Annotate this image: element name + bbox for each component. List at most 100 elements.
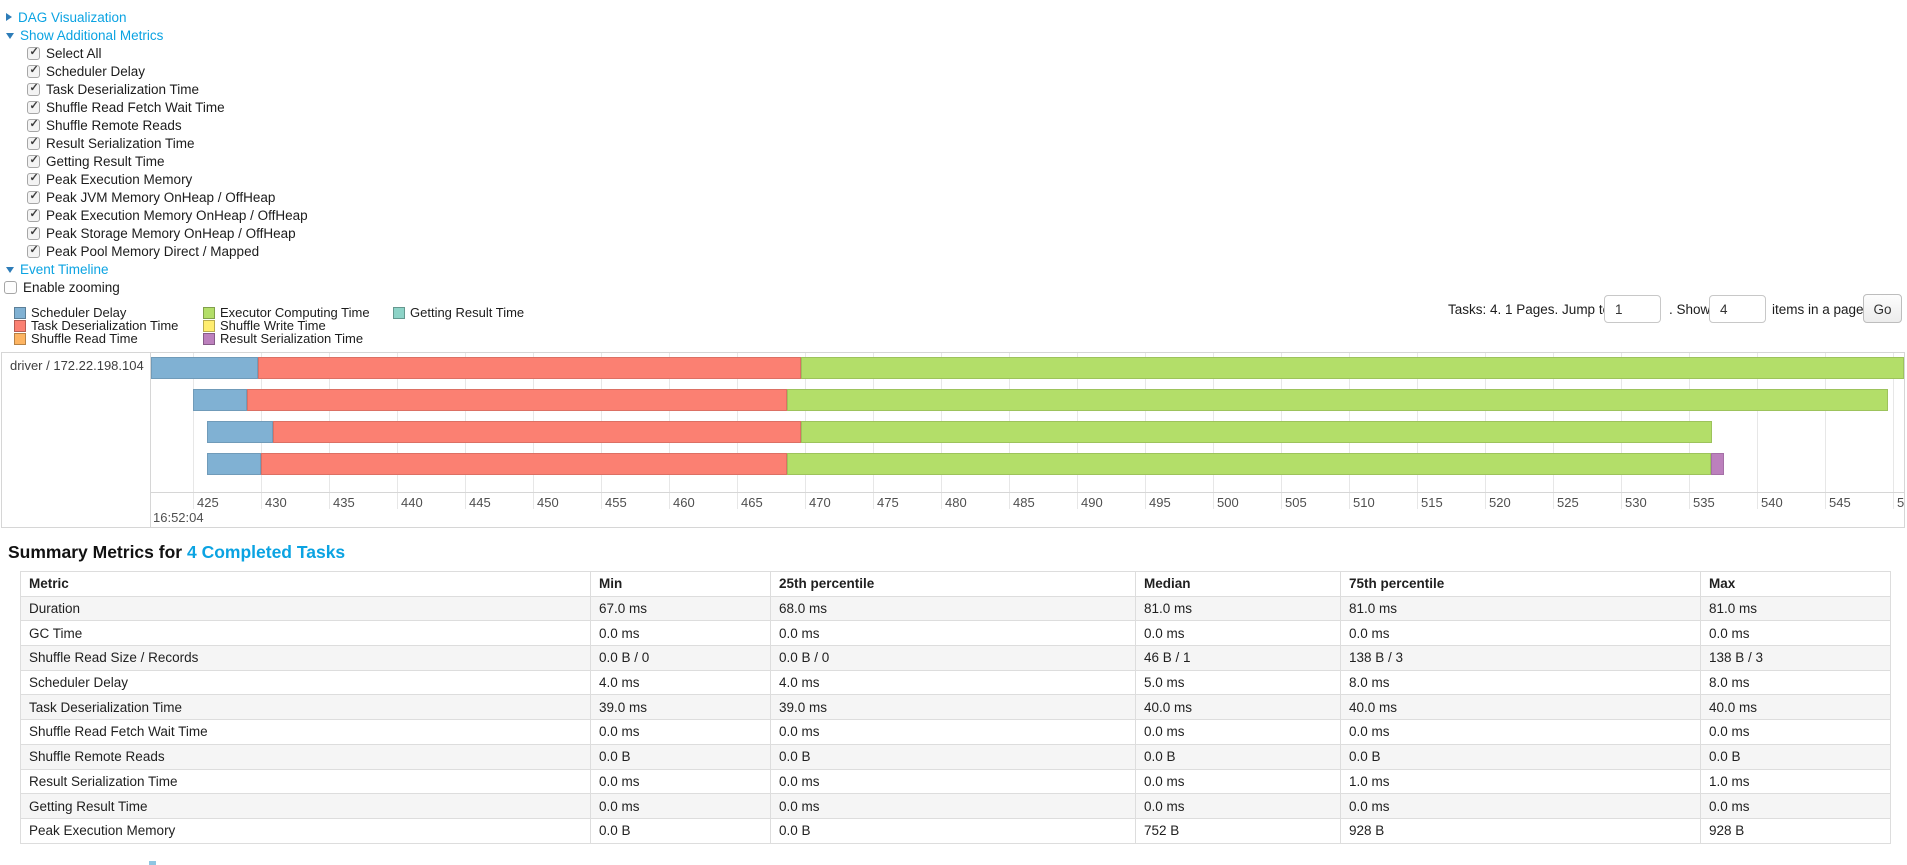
show-additional-metrics-link[interactable]: Show Additional Metrics bbox=[20, 27, 164, 43]
table-cell: Duration bbox=[20, 595, 591, 622]
go-button[interactable]: Go bbox=[1863, 294, 1902, 323]
caret-right-icon bbox=[6, 13, 12, 21]
gridline bbox=[1757, 353, 1758, 509]
legend-label: Getting Result Time bbox=[410, 305, 525, 320]
summary-metrics-table: Metric Min 25th percentile Median 75th perce… bbox=[20, 571, 1891, 844]
metric-checkbox[interactable] bbox=[27, 189, 40, 204]
table-row: Shuffle Read Fetch Wait Time 0.0 ms 0.0 ms… bbox=[20, 719, 1891, 745]
axis-tick-label: 440 bbox=[401, 495, 423, 510]
table-row: Task Deserialization Time 39.0 ms 39.0 ms 4… bbox=[20, 694, 1891, 721]
metric-checkbox[interactable] bbox=[27, 99, 40, 114]
axis-tick-label: 465 bbox=[741, 495, 763, 510]
table-cell: 0.0 ms bbox=[1340, 793, 1701, 819]
axis-tick-label: 485 bbox=[1013, 495, 1035, 510]
metric-checkbox[interactable] bbox=[27, 153, 40, 168]
task-3-scheduler-delay-segment[interactable] bbox=[206, 421, 274, 443]
task-1-scheduler-delay-segment[interactable] bbox=[150, 357, 259, 379]
table-row: Shuffle Remote Reads 0.0 B 0.0 B 0.0 B 0.0 B… bbox=[20, 743, 1891, 770]
dag-visualization-toggle[interactable]: DAG Visualization bbox=[6, 8, 127, 26]
table-cell: 0.0 ms bbox=[1135, 793, 1341, 819]
metric-checkbox[interactable] bbox=[27, 171, 40, 186]
table-cell: 0.0 ms bbox=[770, 620, 1136, 647]
table-cell: 46 B / 1 bbox=[1135, 645, 1341, 671]
table-cell: 39.0 ms bbox=[590, 694, 771, 721]
task-4-executor-computing-segment[interactable] bbox=[787, 453, 1711, 475]
axis-tick-label: 445 bbox=[469, 495, 491, 510]
legend-item: Result Serialization Time bbox=[203, 331, 364, 346]
task-4-task-deserialization-segment[interactable] bbox=[261, 453, 788, 475]
table-cell: 0.0 ms bbox=[770, 768, 1136, 795]
shuffle-write-swatch-icon bbox=[203, 319, 215, 332]
legend-label: Result Serialization Time bbox=[220, 331, 364, 346]
axis-tick-label: 505 bbox=[1285, 495, 1307, 510]
table-cell: 0.0 ms bbox=[1340, 719, 1701, 745]
axis-tick-label: 500 bbox=[1217, 495, 1239, 510]
metric-checkbox-row: Getting Result Time bbox=[27, 152, 165, 170]
task-3-executor-computing-segment[interactable] bbox=[800, 421, 1713, 443]
metric-checkbox[interactable] bbox=[27, 63, 40, 78]
task-4-result-serialization-segment[interactable] bbox=[1710, 453, 1725, 475]
metric-checkbox-row: Task Deserialization Time bbox=[27, 80, 199, 98]
table-cell: Task Deserialization Time bbox=[20, 694, 591, 721]
metric-checkbox-label: Shuffle Remote Reads bbox=[46, 117, 182, 133]
completed-tasks-link[interactable]: 4 Completed Tasks bbox=[186, 542, 346, 562]
task-1-task-deserialization-segment[interactable] bbox=[258, 357, 801, 379]
legend-label: Task Deserialization Time bbox=[31, 318, 179, 333]
table-header-cell: Metric bbox=[20, 571, 591, 597]
table-cell: 0.0 ms bbox=[1700, 719, 1891, 745]
table-cell: 0.0 ms bbox=[1135, 768, 1341, 795]
table-cell: 0.0 B bbox=[770, 817, 1136, 844]
show-additional-metrics-toggle[interactable]: Show Additional Metrics bbox=[6, 26, 163, 44]
items-per-page-input[interactable] bbox=[1709, 295, 1766, 323]
metric-checkbox[interactable] bbox=[27, 207, 40, 222]
task-2-task-deserialization-segment[interactable] bbox=[247, 389, 788, 411]
legend-item: Shuffle Write Time bbox=[203, 318, 326, 333]
metric-checkbox-label: Task Deserialization Time bbox=[46, 81, 200, 97]
pager-items-text: items in a page. bbox=[1772, 302, 1868, 317]
metric-checkbox[interactable] bbox=[27, 243, 40, 258]
event-timeline-toggle[interactable]: Event Timeline bbox=[6, 260, 109, 278]
table-cell: Getting Result Time bbox=[20, 793, 591, 819]
axis-tick-label: 480 bbox=[945, 495, 967, 510]
axis-tick-label: 460 bbox=[673, 495, 695, 510]
table-body: Duration 67.0 ms 68.0 ms 81.0 ms 81.0 ms 81.0… bbox=[20, 595, 1891, 844]
metric-checkbox-row: Peak Execution Memory OnHeap / OffHeap bbox=[27, 206, 308, 224]
table-header-cell: 75th percentile bbox=[1340, 571, 1701, 597]
table-cell: 0.0 B bbox=[1135, 743, 1341, 770]
metric-checkbox-label: Getting Result Time bbox=[46, 153, 165, 169]
axis-tick-label: 475 bbox=[877, 495, 899, 510]
axis-tick-label: 425 bbox=[197, 495, 219, 510]
table-cell: 1.0 ms bbox=[1340, 768, 1701, 795]
metric-checkbox[interactable] bbox=[27, 45, 40, 60]
table-header-cell: Max bbox=[1700, 571, 1891, 597]
task-4-scheduler-delay-segment[interactable] bbox=[206, 453, 261, 475]
enable-zooming-checkbox[interactable] bbox=[4, 280, 17, 294]
dag-visualization-link[interactable]: DAG Visualization bbox=[18, 9, 127, 25]
task-2-executor-computing-segment[interactable] bbox=[787, 389, 1888, 411]
table-cell: 67.0 ms bbox=[590, 595, 771, 622]
task-1-executor-computing-segment[interactable] bbox=[800, 357, 1904, 379]
getting-result-swatch-icon bbox=[393, 306, 405, 319]
table-header-cell: Median bbox=[1135, 571, 1341, 597]
shuffle-read-swatch-icon bbox=[14, 332, 26, 345]
table-cell: 0.0 ms bbox=[590, 719, 771, 745]
event-timeline-link[interactable]: Event Timeline bbox=[20, 261, 109, 277]
gridline bbox=[1893, 353, 1894, 509]
task-2-scheduler-delay-segment[interactable] bbox=[193, 389, 248, 411]
axis-tick-label: 515 bbox=[1421, 495, 1443, 510]
legend-item: Scheduler Delay bbox=[14, 305, 126, 320]
table-row: Duration 67.0 ms 68.0 ms 81.0 ms 81.0 ms 81.0… bbox=[20, 595, 1891, 622]
metric-checkbox[interactable] bbox=[27, 135, 40, 150]
axis-tick-label: 495 bbox=[1149, 495, 1171, 510]
axis-tick-label: 540 bbox=[1761, 495, 1783, 510]
axis-tick-label: 490 bbox=[1081, 495, 1103, 510]
metric-checkbox[interactable] bbox=[27, 225, 40, 240]
enable-zooming-row: Enable zooming bbox=[4, 278, 120, 296]
metric-checkbox[interactable] bbox=[27, 81, 40, 96]
metric-checkbox[interactable] bbox=[27, 117, 40, 132]
axis-tick-label: 530 bbox=[1625, 495, 1647, 510]
table-cell: 0.0 B bbox=[590, 743, 771, 770]
task-3-task-deserialization-segment[interactable] bbox=[273, 421, 801, 443]
jump-to-page-input[interactable] bbox=[1604, 295, 1661, 323]
legend-item: Shuffle Read Time bbox=[14, 331, 138, 346]
